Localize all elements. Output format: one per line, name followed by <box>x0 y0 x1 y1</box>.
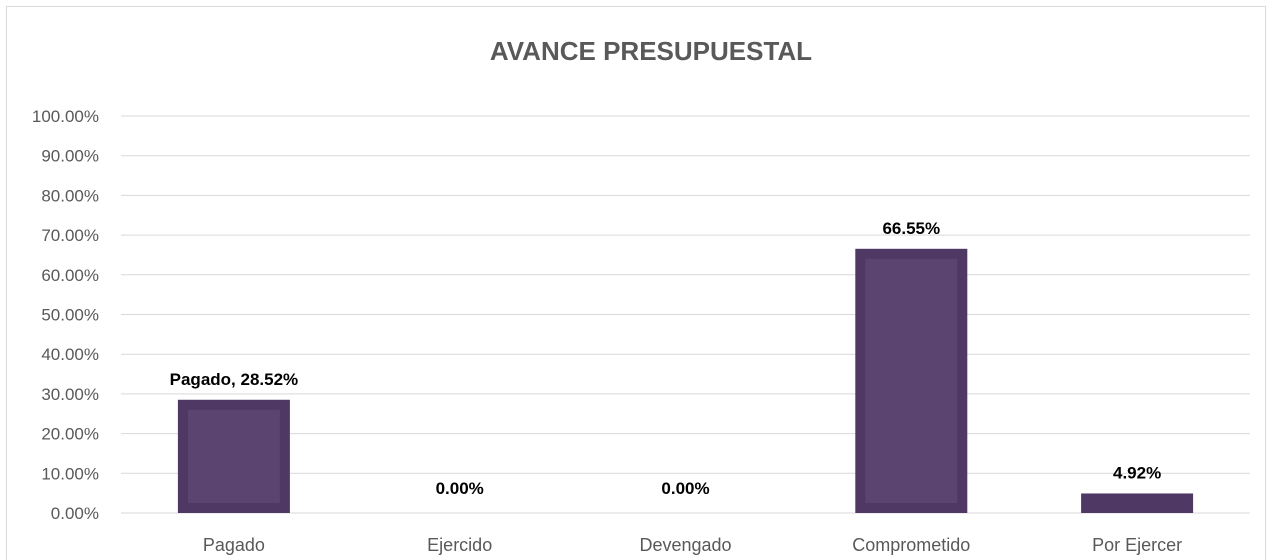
x-axis-ticks: Pagado Ejercido Devengado Comprometido Por E… <box>203 535 1182 555</box>
x-tick-label: Devengado <box>639 535 731 555</box>
y-tick-label: 40.00% <box>41 345 99 364</box>
bars <box>177 248 1194 513</box>
y-tick-label: 100.00% <box>32 107 99 126</box>
chart-title: AVANCE PRESUPUESTAL <box>490 36 812 66</box>
y-tick-label: 0.00% <box>51 504 99 523</box>
y-tick-label: 20.00% <box>41 425 99 444</box>
x-tick-label: Por Ejercer <box>1092 535 1182 555</box>
y-tick-label: 60.00% <box>41 266 99 285</box>
y-tick-label: 70.00% <box>41 226 99 245</box>
grid-layer <box>121 115 1250 514</box>
y-tick-label: 30.00% <box>41 385 99 404</box>
y-tick-label: 90.00% <box>41 147 99 166</box>
y-axis-ticks: 0.00% 10.00% 20.00% 30.00% 40.00% 50.00% 60.00… <box>32 107 99 523</box>
data-label: Pagado, 28.52% <box>170 370 299 389</box>
data-label: 4.92% <box>1113 463 1161 482</box>
data-label: 66.55% <box>882 219 940 238</box>
y-tick-label: 10.00% <box>41 464 99 483</box>
y-tick-label: 50.00% <box>41 306 99 325</box>
data-label: 0.00% <box>661 479 709 498</box>
bar-por-ejercer <box>1081 493 1194 513</box>
y-tick-label: 80.00% <box>41 186 99 205</box>
data-labels: Pagado, 28.52% 0.00% 0.00% 66.55% 4.92% <box>170 219 1162 498</box>
bar-inner-shade <box>865 258 958 503</box>
x-tick-label: Pagado <box>203 535 265 555</box>
x-tick-label: Comprometido <box>852 535 970 555</box>
x-tick-label: Ejercido <box>427 535 492 555</box>
data-label: 0.00% <box>436 479 484 498</box>
bar-inner-shade <box>187 409 280 503</box>
